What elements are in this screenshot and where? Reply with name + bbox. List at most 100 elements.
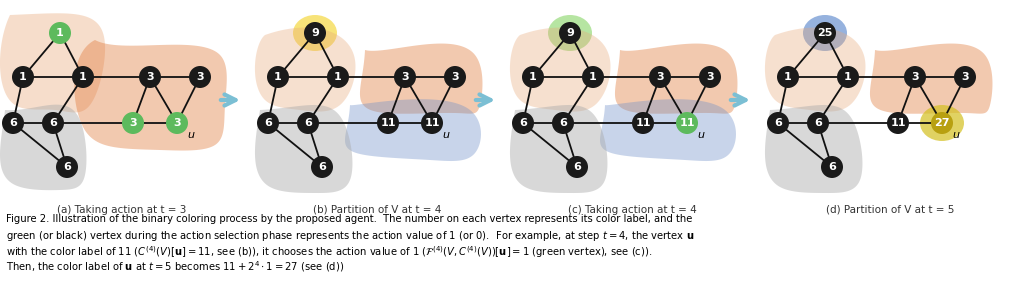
Text: 1: 1: [589, 72, 597, 82]
Ellipse shape: [548, 15, 592, 51]
Polygon shape: [870, 44, 992, 114]
Text: 11: 11: [380, 118, 395, 128]
Text: 3: 3: [911, 72, 919, 82]
Text: 11: 11: [635, 118, 650, 128]
Circle shape: [139, 66, 161, 88]
Text: u: u: [952, 130, 959, 140]
Text: 9: 9: [311, 28, 318, 38]
Polygon shape: [765, 28, 865, 112]
Circle shape: [559, 22, 581, 44]
Ellipse shape: [803, 15, 847, 51]
Text: 1: 1: [529, 72, 537, 82]
Text: (d) Partition of V at t = 5: (d) Partition of V at t = 5: [825, 205, 954, 215]
Polygon shape: [255, 105, 352, 193]
Circle shape: [767, 112, 790, 134]
Circle shape: [49, 22, 71, 44]
Text: 6: 6: [573, 162, 581, 172]
Text: 9: 9: [566, 28, 573, 38]
Polygon shape: [765, 105, 862, 193]
Text: 6: 6: [304, 118, 312, 128]
Polygon shape: [510, 105, 607, 193]
Text: 3: 3: [146, 72, 154, 82]
Circle shape: [699, 66, 721, 88]
Polygon shape: [510, 28, 610, 112]
Circle shape: [394, 66, 416, 88]
Circle shape: [189, 66, 211, 88]
Ellipse shape: [293, 15, 337, 51]
Circle shape: [954, 66, 976, 88]
Polygon shape: [345, 99, 481, 161]
Text: 1: 1: [334, 72, 342, 82]
Circle shape: [807, 112, 829, 134]
Text: 6: 6: [828, 162, 836, 172]
Text: u: u: [697, 130, 705, 140]
Text: Then, the color label of $\mathbf{u}$ at $t = 5$ becomes $11 + 2^4 \cdot 1 = 27$: Then, the color label of $\mathbf{u}$ at…: [6, 259, 344, 274]
Polygon shape: [255, 28, 355, 112]
Polygon shape: [360, 44, 482, 114]
Text: 3: 3: [197, 72, 204, 82]
Text: 11: 11: [424, 118, 439, 128]
Circle shape: [311, 156, 333, 178]
Text: 6: 6: [559, 118, 567, 128]
Text: 1: 1: [274, 72, 282, 82]
Circle shape: [777, 66, 799, 88]
Text: (b) Partition of V at t = 4: (b) Partition of V at t = 4: [312, 205, 441, 215]
Text: 6: 6: [9, 118, 17, 128]
Text: 1: 1: [784, 72, 792, 82]
Circle shape: [649, 66, 671, 88]
Circle shape: [267, 66, 289, 88]
Polygon shape: [75, 40, 226, 151]
Text: 27: 27: [934, 118, 949, 128]
Text: 3: 3: [129, 118, 137, 128]
Text: 6: 6: [264, 118, 272, 128]
Text: 1: 1: [844, 72, 852, 82]
Text: 3: 3: [452, 72, 459, 82]
Text: 3: 3: [962, 72, 969, 82]
Text: 3: 3: [401, 72, 409, 82]
Text: 6: 6: [774, 118, 782, 128]
Circle shape: [887, 112, 909, 134]
Text: Figure 2. Illustration of the binary coloring process by the proposed agent.  Th: Figure 2. Illustration of the binary col…: [6, 214, 692, 224]
Circle shape: [552, 112, 574, 134]
Circle shape: [512, 112, 534, 134]
Circle shape: [42, 112, 63, 134]
Text: 3: 3: [173, 118, 181, 128]
Text: 11: 11: [679, 118, 694, 128]
Circle shape: [582, 66, 604, 88]
Circle shape: [56, 156, 78, 178]
Text: u: u: [442, 130, 450, 140]
Text: 6: 6: [814, 118, 822, 128]
Circle shape: [377, 112, 399, 134]
Text: green (or black) vertex during the action selection phase represents the action : green (or black) vertex during the actio…: [6, 229, 694, 243]
Circle shape: [676, 112, 698, 134]
Circle shape: [632, 112, 654, 134]
Circle shape: [566, 156, 588, 178]
Circle shape: [421, 112, 443, 134]
Circle shape: [837, 66, 859, 88]
Circle shape: [72, 66, 94, 88]
Polygon shape: [615, 44, 737, 114]
Text: (c) Taking action at t = 4: (c) Taking action at t = 4: [567, 205, 696, 215]
Polygon shape: [0, 105, 86, 190]
Polygon shape: [0, 13, 105, 113]
Text: 3: 3: [656, 72, 664, 82]
Text: 6: 6: [519, 118, 527, 128]
Text: 1: 1: [19, 72, 27, 82]
Circle shape: [304, 22, 326, 44]
Circle shape: [522, 66, 544, 88]
Text: 11: 11: [890, 118, 906, 128]
Circle shape: [327, 66, 349, 88]
Text: 6: 6: [49, 118, 57, 128]
Ellipse shape: [920, 105, 964, 141]
Circle shape: [257, 112, 279, 134]
Text: 25: 25: [817, 28, 833, 38]
Circle shape: [931, 112, 953, 134]
Text: u: u: [187, 130, 195, 140]
Text: 6: 6: [63, 162, 71, 172]
Circle shape: [122, 112, 144, 134]
Text: 1: 1: [56, 28, 63, 38]
Text: with the color label of 11 ($C^{(4)}(V)[\mathbf{u}] = 11$, see (b)), it chooses : with the color label of 11 ($C^{(4)}(V)[…: [6, 244, 652, 260]
Text: 6: 6: [318, 162, 326, 172]
Text: 1: 1: [79, 72, 87, 82]
Circle shape: [297, 112, 319, 134]
